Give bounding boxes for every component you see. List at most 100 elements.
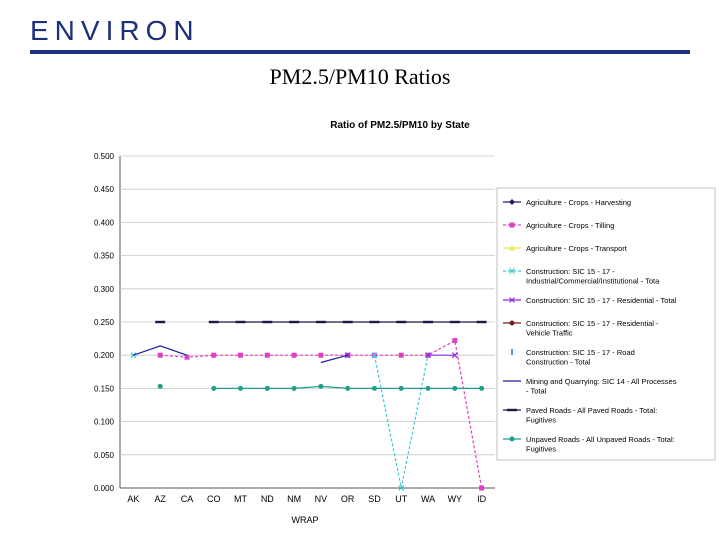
x-tick-label: AZ [154, 494, 166, 504]
x-tick-label: ND [261, 494, 274, 504]
data-point [262, 320, 273, 324]
legend-label: Agriculture - Crops - Transport [526, 244, 628, 253]
data-point [371, 352, 378, 359]
data-point [238, 385, 244, 391]
data-point [211, 352, 217, 358]
x-axis-label: WRAP [292, 515, 319, 525]
legend-entry-2: Agriculture - Crops - Tilling [503, 221, 614, 230]
legend-entry-10: Unpaved Roads - All Unpaved Roads - Tota… [503, 435, 675, 454]
data-point [291, 385, 297, 391]
chart-title: Ratio of PM2.5/PM10 by State [330, 120, 470, 131]
y-axis-ticks: 0.000 0.050 0.100 0.150 0.200 0.250 0.300 0.350… [94, 152, 115, 493]
data-point [211, 385, 217, 391]
data-point [398, 385, 404, 391]
y-tick-label: 0.300 [94, 285, 115, 294]
data-point [396, 320, 407, 324]
data-point [476, 320, 487, 324]
data-point [289, 320, 300, 324]
y-tick-label: 0.000 [94, 484, 115, 493]
legend-label: Fugitives [526, 416, 556, 425]
data-point [318, 383, 324, 389]
x-tick-label: CA [181, 494, 194, 504]
header-rule [30, 50, 690, 54]
legend-swatch-marker [509, 199, 515, 205]
series-5 [344, 352, 458, 359]
x-tick-label: WA [421, 494, 435, 504]
data-point [449, 320, 460, 324]
legend-entry-1: Agriculture - Crops - Harvesting [503, 198, 631, 207]
x-tick-label: OR [341, 494, 355, 504]
legend-entry-7: Construction: SIC 15 - 17 - RoadConstruc… [511, 348, 635, 367]
legend-label: Construction: SIC 15 - 17 - [526, 267, 615, 276]
data-point [479, 385, 485, 391]
legend-label: Construction: SIC 15 - 17 - Residential … [526, 319, 659, 328]
legend-label: Mining and Quarrying: SIC 14 - All Proce… [526, 377, 677, 386]
data-point [371, 385, 377, 391]
y-tick-label: 0.050 [94, 451, 115, 460]
data-point [318, 352, 324, 358]
legend-swatch-marker [509, 320, 515, 326]
series-line [133, 345, 188, 356]
series-group [130, 320, 487, 491]
legend-label: Fugitives [526, 445, 556, 454]
data-point [425, 385, 431, 391]
data-point [398, 485, 405, 491]
x-tick-label: MT [234, 494, 247, 504]
x-tick-label: AK [127, 494, 139, 504]
legend-swatch-marker [509, 245, 515, 251]
legend-entry-6: Construction: SIC 15 - 17 - Residential … [503, 319, 659, 338]
x-tick-label: SD [368, 494, 381, 504]
data-point [451, 352, 458, 359]
x-axis-ticks: AK AZ CA CO MT ND NM NV OR SD UT WA WY ID [127, 494, 486, 504]
x-tick-label: WY [448, 494, 463, 504]
y-tick-label: 0.500 [94, 152, 115, 161]
data-point [423, 320, 434, 324]
data-point [291, 352, 297, 358]
x-tick-label: UT [395, 494, 407, 504]
y-tick-label: 0.400 [94, 218, 115, 227]
legend-label: Construction: SIC 15 - 17 - Residential … [526, 296, 677, 305]
data-point [345, 385, 351, 391]
legend-swatch-marker [507, 408, 517, 412]
legend-label: Vehicle Traffic [526, 329, 573, 338]
y-tick-label: 0.250 [94, 318, 115, 327]
legend-label: Paved Roads - All Paved Roads - Total: [526, 406, 657, 415]
data-point [157, 383, 163, 389]
series-2 [157, 338, 485, 491]
x-tick-label: CO [207, 494, 221, 504]
series-8 [133, 345, 348, 364]
data-point [344, 352, 351, 359]
legend-box [496, 187, 716, 461]
legend-swatch-marker [509, 268, 515, 274]
legend-label: Construction - Total [526, 358, 591, 367]
data-point [157, 352, 163, 358]
data-point [264, 385, 270, 391]
legend-entry-9: Paved Roads - All Paved Roads - Total:Fu… [503, 406, 657, 425]
y-tick-label: 0.100 [94, 418, 115, 427]
data-point [452, 385, 458, 391]
legend-label: Agriculture - Crops - Harvesting [526, 198, 631, 207]
legend-entry-3: Agriculture - Crops - Transport [503, 244, 628, 253]
x-tick-label: ID [477, 494, 487, 504]
y-tick-label: 0.200 [94, 351, 115, 360]
legend-label: Agriculture - Crops - Tilling [526, 221, 614, 230]
legend-label: - Total [526, 387, 547, 396]
data-point [184, 354, 190, 360]
data-point [235, 320, 246, 324]
legend: Agriculture - Crops - Harvesting Agricult… [496, 187, 716, 461]
y-tick-label: 0.450 [94, 185, 115, 194]
series-9 [155, 320, 487, 324]
legend-swatch-marker [511, 349, 513, 355]
data-point [315, 320, 326, 324]
x-tick-label: NM [287, 494, 301, 504]
legend-label: Construction: SIC 15 - 17 - Road [526, 348, 635, 357]
legend-entry-5: Construction: SIC 15 - 17 - Residential … [503, 296, 677, 305]
legend-label: Unpaved Roads - All Unpaved Roads - Tota… [526, 435, 675, 444]
y-tick-label: 0.150 [94, 384, 115, 393]
legend-label: Industrial/Commercial/Institutional - To… [526, 277, 660, 286]
data-point [238, 352, 244, 358]
data-point [479, 485, 485, 491]
slide-title: PM2.5/PM10 Ratios [269, 64, 451, 89]
environ-logo: ENVIRON [30, 15, 200, 46]
